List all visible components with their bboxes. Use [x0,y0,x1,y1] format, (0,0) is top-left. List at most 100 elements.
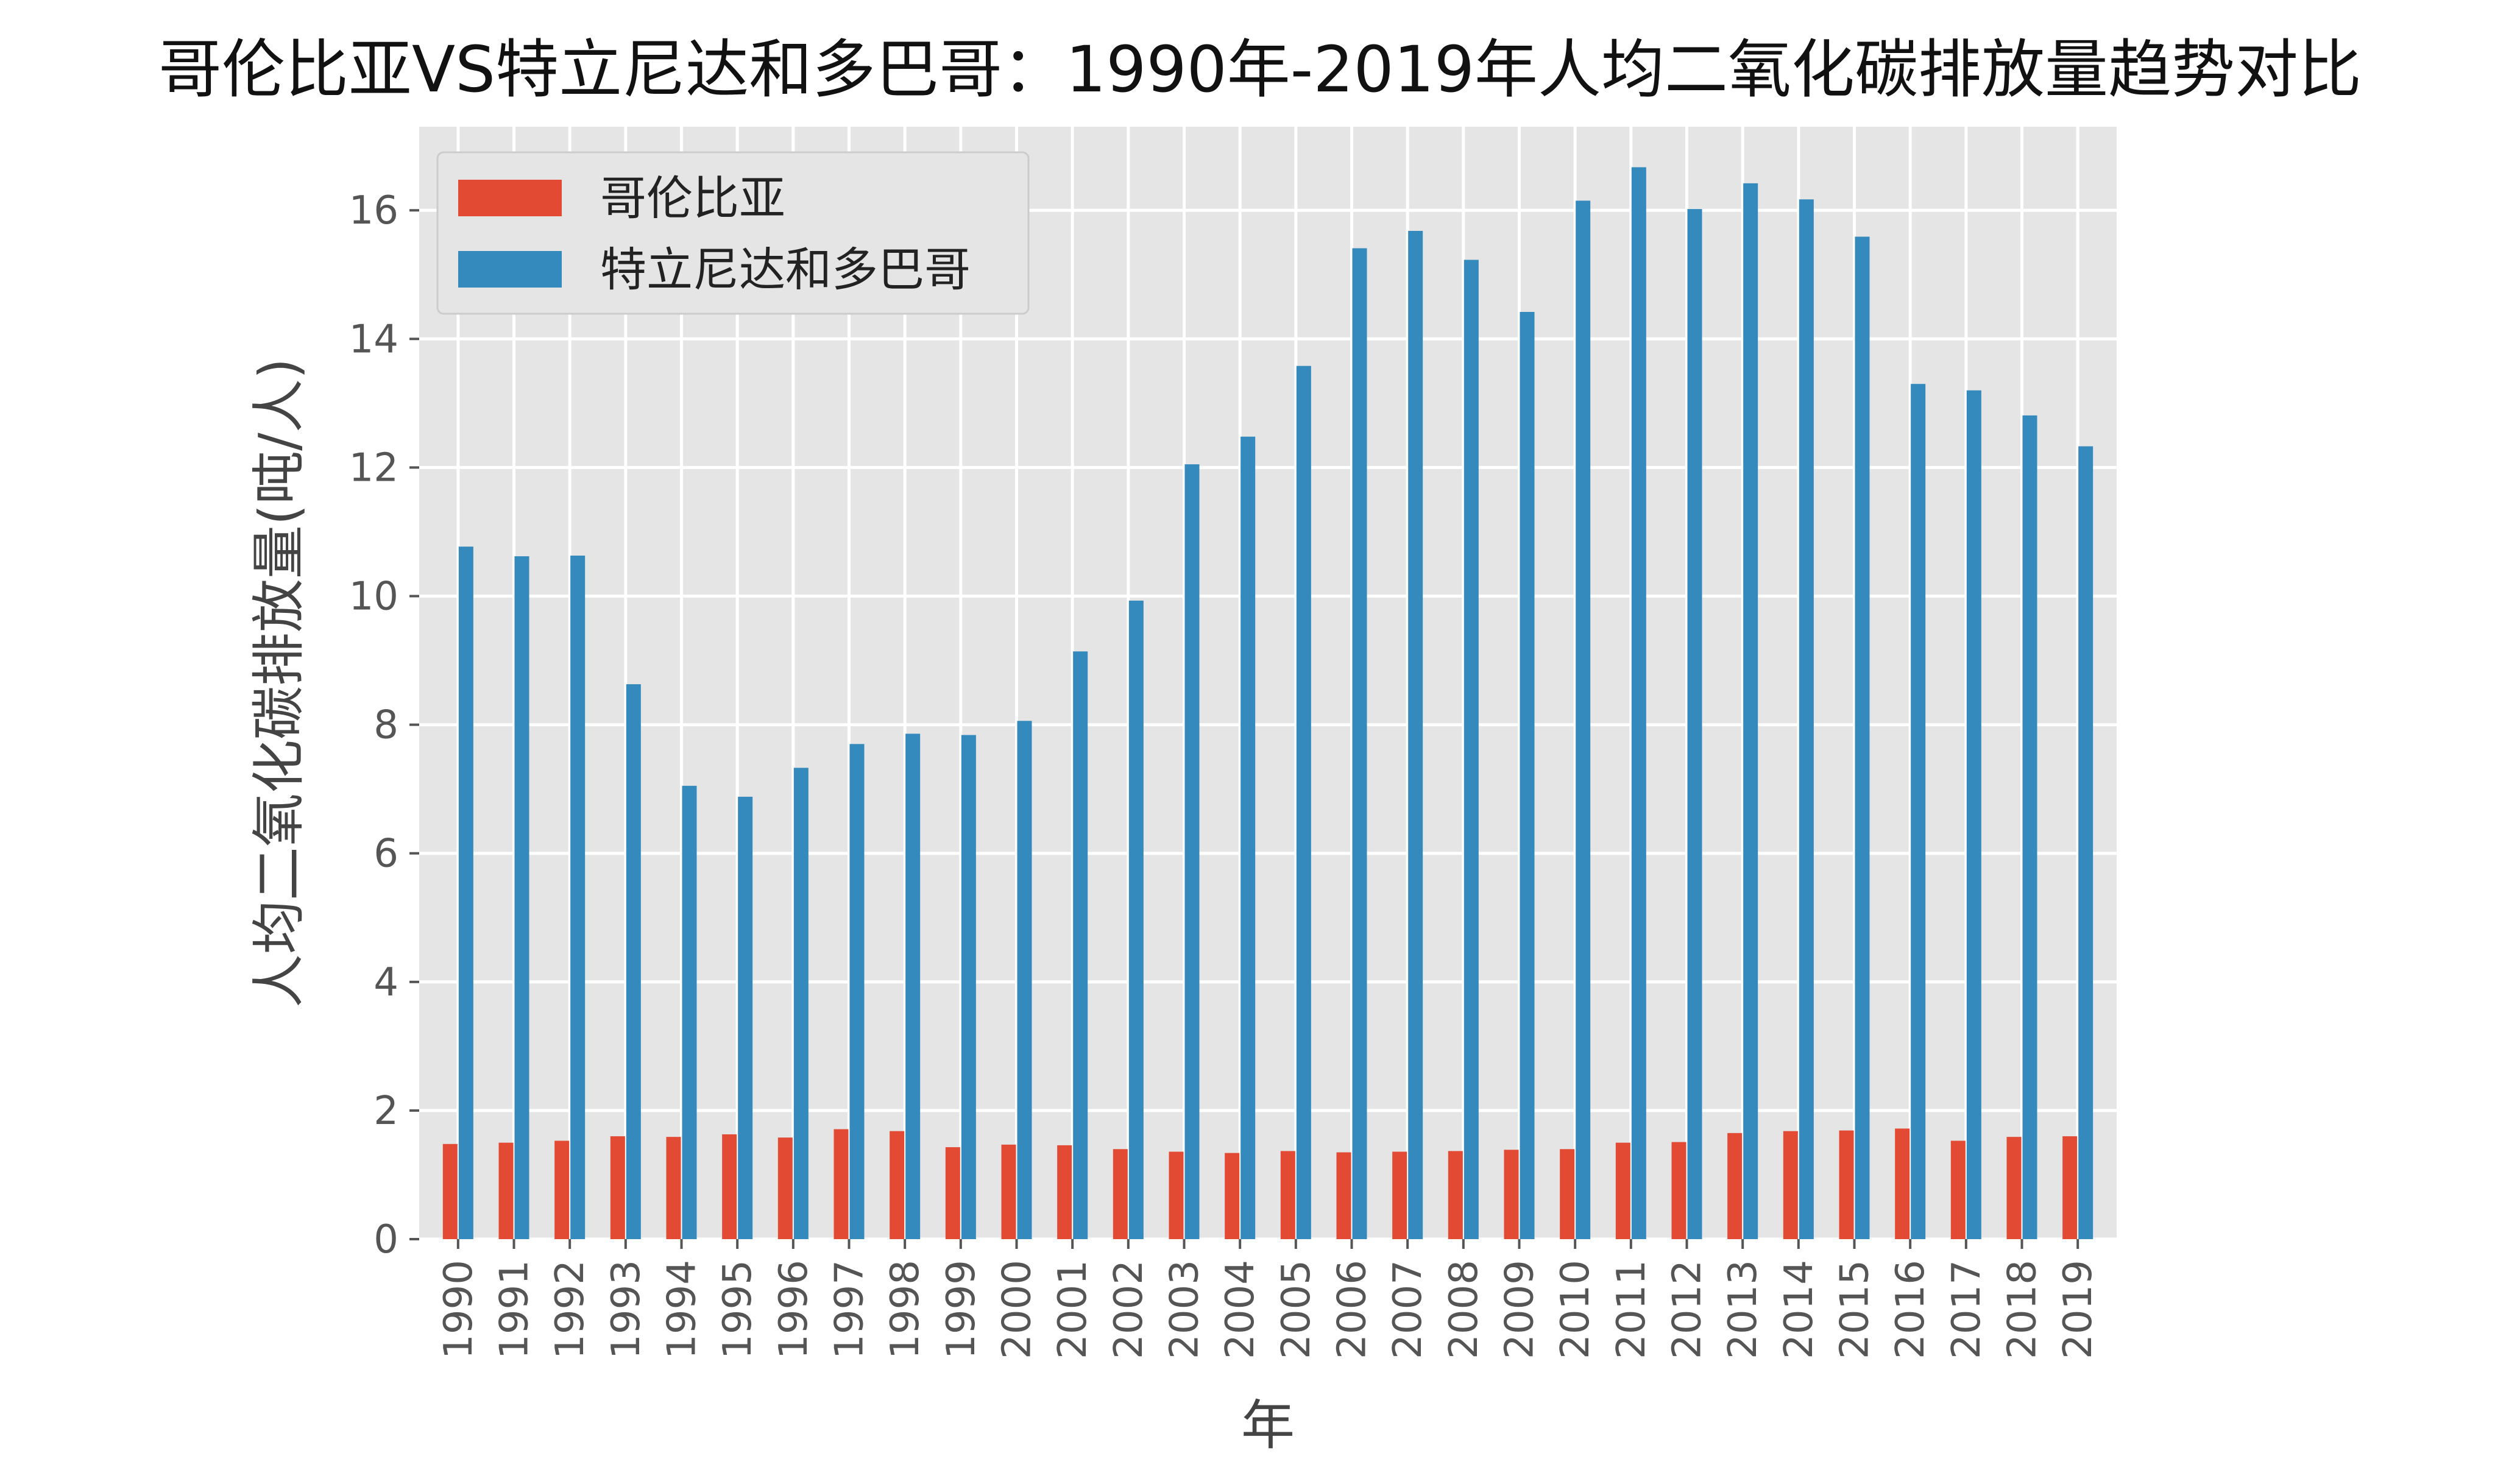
x-tick-label: 2003 [1163,1260,1208,1359]
bar-colombia-2002 [1113,1149,1128,1239]
y-tick-label: 4 [373,960,398,1005]
x-tick-label: 2007 [1386,1260,1431,1359]
bar-trinidad-and-tobago-2008 [1464,260,1479,1239]
x-tick-label: 1993 [604,1260,649,1359]
bar-trinidad-and-tobago-2018 [2022,415,2037,1240]
bar-trinidad-and-tobago-1992 [570,556,586,1239]
bar-trinidad-and-tobago-2005 [1296,366,1311,1239]
bar-trinidad-and-tobago-2019 [2078,446,2094,1240]
y-tick-label: 10 [349,574,398,620]
x-tick-label: 1991 [492,1260,537,1359]
bar-colombia-2004 [1225,1153,1240,1239]
bar-trinidad-and-tobago-1994 [682,785,697,1239]
x-tick-label: 2014 [1777,1260,1822,1359]
legend: 哥伦比亚 特立尼达和多巴哥 [436,151,1030,315]
bar-trinidad-and-tobago-2004 [1241,436,1256,1239]
x-tick-label: 2015 [1833,1260,1878,1359]
bar-colombia-2007 [1392,1151,1407,1239]
bar-colombia-1993 [610,1136,625,1239]
bar-trinidad-and-tobago-2013 [1743,183,1758,1239]
x-tick-label: 2016 [1888,1260,1933,1359]
bar-colombia-2010 [1560,1149,1575,1239]
bar-colombia-2016 [1895,1128,1910,1239]
x-tick-label: 2004 [1218,1260,1263,1359]
bar-colombia-2001 [1057,1145,1072,1239]
x-tick-label: 1994 [660,1260,705,1359]
bar-colombia-2003 [1169,1151,1184,1239]
legend-swatch-trinidad-and-tobago [458,251,562,288]
bar-trinidad-and-tobago-1999 [961,735,976,1239]
bar-colombia-2017 [1950,1140,1966,1239]
x-tick-label: 2019 [2056,1260,2101,1359]
bar-trinidad-and-tobago-2001 [1073,651,1088,1239]
bars [442,167,2094,1240]
x-tick-label: 1999 [939,1260,984,1359]
bar-colombia-1997 [834,1129,849,1239]
bar-colombia-2012 [1671,1142,1686,1239]
x-axis-ticks: 1990 1991 1992 1993 1994 1995 1996 1997 1998 1999… [436,1239,2101,1359]
bar-colombia-2005 [1280,1151,1295,1239]
bar-trinidad-and-tobago-2015 [1855,236,1870,1239]
chart-title: 哥伦比亚VS特立尼达和多巴哥：1990年-2019年人均二氧化碳排放量趋势对比 [158,32,2362,107]
bar-trinidad-and-tobago-2012 [1687,209,1702,1239]
bar-colombia-1999 [945,1147,960,1239]
bar-trinidad-and-tobago-2016 [1911,384,1926,1239]
x-tick-label: 2005 [1274,1260,1319,1359]
y-tick-label: 2 [373,1089,398,1134]
bar-colombia-2011 [1615,1142,1630,1239]
x-tick-label: 1990 [436,1260,481,1359]
x-tick-label: 2008 [1442,1260,1487,1359]
x-tick-label: 2009 [1498,1260,1543,1359]
bar-trinidad-and-tobago-1996 [793,768,809,1239]
bar-colombia-2013 [1727,1133,1743,1239]
bar-trinidad-and-tobago-2003 [1184,464,1200,1239]
bar-trinidad-and-tobago-1998 [905,733,921,1239]
x-tick-label: 1996 [771,1260,816,1359]
bar-colombia-2015 [1839,1130,1854,1239]
x-tick-label: 2011 [1609,1260,1654,1359]
bar-colombia-1991 [498,1142,514,1239]
bar-trinidad-and-tobago-2002 [1128,600,1144,1239]
bar-colombia-1992 [554,1140,570,1239]
y-tick-label: 0 [373,1217,398,1262]
x-tick-label: 1997 [827,1260,872,1359]
y-axis-label: 人均二氧化碳排放量(吨/人) [247,358,310,1008]
bar-trinidad-and-tobago-2007 [1408,230,1423,1239]
bar-colombia-1994 [666,1137,681,1239]
x-axis-label: 年 [1241,1394,1295,1457]
x-tick-label: 1995 [715,1260,760,1359]
bar-trinidad-and-tobago-2000 [1017,721,1032,1239]
bar-trinidad-and-tobago-1993 [626,684,641,1239]
bar-colombia-2009 [1504,1150,1519,1239]
bar-trinidad-and-tobago-1990 [458,546,473,1239]
bar-trinidad-and-tobago-2014 [1799,199,1814,1239]
x-tick-label: 1998 [883,1260,928,1359]
bar-colombia-2006 [1336,1152,1351,1239]
x-tick-label: 2000 [995,1260,1040,1359]
legend-label-colombia: 哥伦比亚 [600,171,785,225]
bar-colombia-1995 [722,1134,737,1239]
bar-colombia-1990 [442,1143,458,1239]
y-tick-label: 8 [373,703,398,748]
y-tick-label: 6 [373,832,398,877]
bar-trinidad-and-tobago-1991 [514,556,529,1239]
bar-trinidad-and-tobago-1995 [738,796,753,1239]
y-tick-label: 14 [349,317,398,362]
bar-colombia-1998 [890,1131,905,1239]
x-tick-label: 2018 [2000,1260,2045,1359]
y-tick-label: 12 [349,445,398,490]
x-tick-label: 2001 [1050,1260,1095,1359]
x-tick-label: 2017 [1944,1260,1989,1359]
x-tick-label: 1992 [548,1260,593,1359]
legend-label-trinidad-and-tobago: 特立尼达和多巴哥 [600,242,971,297]
bar-colombia-2000 [1001,1144,1016,1239]
bar-trinidad-and-tobago-2010 [1576,200,1591,1240]
bar-colombia-2008 [1448,1151,1463,1239]
bar-colombia-2019 [2062,1136,2078,1239]
y-tick-label: 16 [349,188,398,233]
bar-trinidad-and-tobago-2017 [1966,390,1981,1239]
bar-trinidad-and-tobago-2009 [1520,311,1535,1240]
bar-trinidad-and-tobago-2006 [1352,248,1367,1240]
x-tick-label: 2010 [1553,1260,1598,1359]
